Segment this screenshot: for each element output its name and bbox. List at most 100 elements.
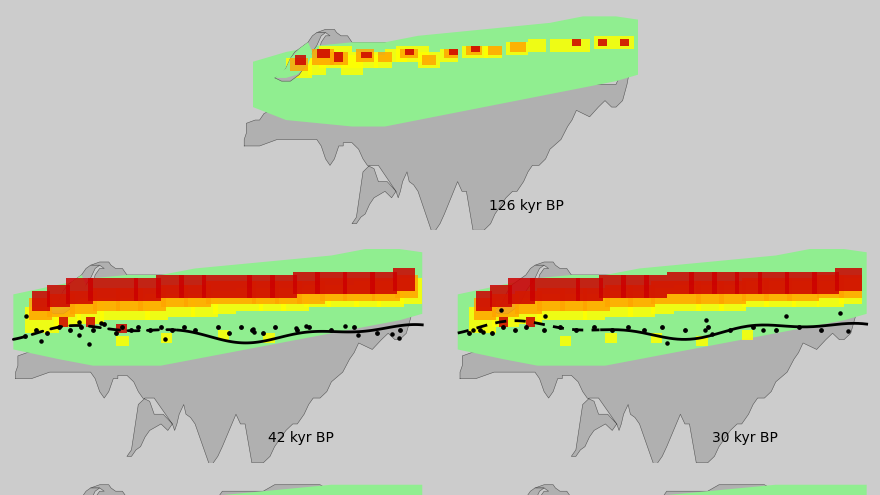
Bar [696, 285, 723, 310]
Point [508, 326, 522, 334]
Point [538, 312, 552, 320]
Point [338, 322, 352, 330]
Bar [422, 55, 436, 65]
Bar [134, 278, 161, 301]
Polygon shape [460, 485, 862, 495]
Bar [377, 282, 404, 307]
Bar [400, 278, 422, 304]
Point [496, 323, 510, 331]
Bar [651, 333, 663, 343]
Bar [628, 285, 656, 307]
Bar [88, 278, 111, 301]
Bar [293, 272, 320, 295]
Bar [77, 297, 104, 324]
Bar [616, 36, 634, 49]
Bar [719, 282, 746, 304]
Point [325, 326, 339, 334]
Polygon shape [253, 16, 638, 127]
Polygon shape [275, 33, 326, 81]
Bar [342, 278, 375, 301]
Point [302, 323, 316, 331]
Point [177, 323, 191, 331]
Point [473, 326, 488, 334]
Bar [320, 278, 348, 301]
Bar [598, 39, 607, 46]
Point [723, 326, 737, 334]
Bar [361, 52, 372, 58]
Bar [506, 42, 528, 55]
Bar [161, 333, 172, 343]
Bar [742, 282, 769, 307]
Bar [396, 46, 429, 62]
Bar [817, 282, 844, 307]
Point [840, 328, 854, 336]
Bar [55, 301, 82, 327]
Bar [515, 297, 542, 324]
Bar [66, 278, 93, 304]
Bar [835, 268, 862, 291]
Bar [696, 282, 723, 304]
Bar [594, 36, 616, 49]
Bar [572, 39, 590, 52]
Bar [484, 46, 502, 58]
Point [72, 331, 86, 339]
Bar [673, 285, 700, 310]
Bar [449, 49, 458, 55]
Point [660, 339, 674, 346]
Point [769, 326, 783, 334]
Bar [312, 49, 334, 65]
Bar [785, 272, 817, 295]
Bar [297, 282, 325, 304]
Bar [560, 337, 571, 346]
Point [351, 331, 365, 339]
Polygon shape [492, 265, 544, 314]
Bar [538, 295, 560, 320]
Bar [115, 288, 143, 310]
Bar [304, 285, 332, 307]
Point [385, 331, 399, 339]
Point [154, 323, 168, 331]
Point [33, 337, 48, 345]
Bar [605, 285, 633, 307]
Bar [319, 46, 352, 68]
Point [655, 323, 670, 331]
Bar [218, 330, 229, 340]
Bar [689, 272, 716, 295]
Bar [508, 278, 535, 304]
Bar [392, 268, 415, 291]
Bar [275, 282, 302, 304]
Bar [583, 288, 610, 310]
Bar [466, 46, 482, 55]
Bar [605, 333, 617, 343]
Bar [440, 49, 458, 62]
Bar [515, 291, 542, 314]
Bar [765, 278, 792, 301]
Point [19, 312, 33, 320]
Bar [572, 39, 581, 46]
Point [392, 335, 406, 343]
Point [131, 323, 145, 331]
Point [75, 323, 89, 331]
Polygon shape [13, 485, 422, 495]
Bar [115, 324, 127, 333]
Bar [207, 282, 229, 304]
Bar [263, 333, 275, 343]
Bar [168, 295, 195, 317]
Point [370, 329, 384, 337]
Point [699, 316, 713, 324]
Point [791, 323, 805, 331]
Bar [286, 58, 312, 78]
Bar [236, 288, 263, 310]
Point [519, 323, 533, 331]
Bar [295, 55, 306, 65]
Bar [476, 291, 492, 310]
Point [462, 329, 476, 337]
Bar [560, 288, 587, 310]
Polygon shape [492, 488, 544, 495]
Bar [99, 297, 122, 320]
Bar [405, 49, 414, 55]
Point [18, 333, 32, 341]
Bar [161, 285, 188, 307]
Point [72, 318, 86, 326]
Point [245, 326, 259, 334]
